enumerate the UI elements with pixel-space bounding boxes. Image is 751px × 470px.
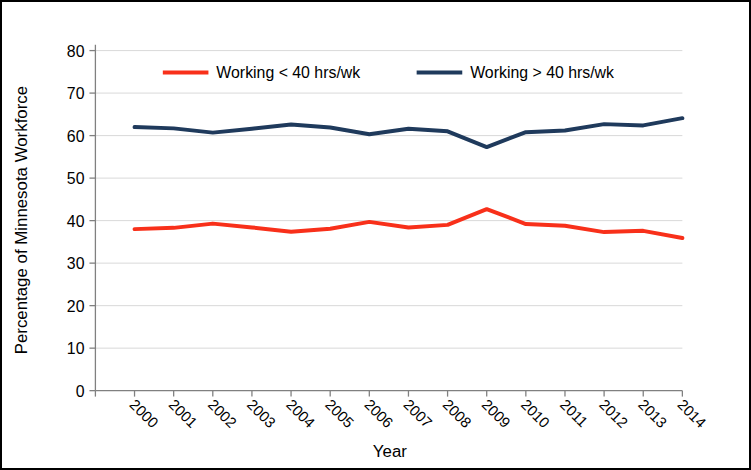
x-tick-label: 2013	[635, 396, 670, 431]
x-tick-label: 2010	[518, 396, 553, 431]
legend-label-under-40: Working < 40 hrs/wk	[216, 64, 360, 81]
x-tick-label: 2007	[400, 396, 435, 431]
x-tick-label: 2003	[244, 396, 279, 431]
y-tick-label: 80	[67, 43, 85, 60]
line-chart: 01020304050607080 2000200120022003200420…	[2, 2, 749, 468]
x-tick-label: 2004	[283, 396, 318, 431]
y-tick-label: 10	[67, 340, 85, 357]
x-tick-label: 2008	[440, 396, 475, 431]
y-axis-tick-labels: 0 10 20 30 40 50 60 70 80	[67, 43, 85, 400]
y-tick-label: 30	[67, 255, 85, 272]
x-axis-tick-labels: 2000200120022003200420052006200720082009…	[126, 396, 708, 431]
x-tick-label: 2006	[361, 396, 396, 431]
x-tick-label: 2000	[126, 396, 161, 431]
x-tick-label: 2012	[596, 396, 631, 431]
y-tick-label: 20	[67, 298, 85, 315]
x-tick-label: 2005	[322, 396, 357, 431]
x-tick-label: 2002	[205, 396, 240, 431]
x-axis-title: Year	[373, 442, 407, 461]
x-tick-label: 2009	[479, 396, 514, 431]
x-tick-label: 2001	[166, 396, 201, 431]
series-line-over-40	[135, 118, 683, 147]
y-tick-label: 70	[67, 85, 85, 102]
y-axis-title: Percentage of Minnesota Workforce	[12, 86, 31, 354]
y-tick-label: 0	[76, 383, 85, 400]
x-tick-label: 2014	[674, 396, 709, 431]
y-tick-label: 60	[67, 128, 85, 145]
series-line-under-40	[135, 209, 683, 238]
y-tick-label: 50	[67, 170, 85, 187]
chart-window: 01020304050607080 2000200120022003200420…	[0, 0, 751, 470]
legend-label-over-40: Working > 40 hrs/wk	[470, 64, 614, 81]
legend: Working < 40 hrs/wk Working > 40 hrs/wk	[163, 64, 614, 81]
y-tick-label: 40	[67, 213, 85, 230]
x-tick-label: 2011	[557, 396, 591, 430]
gridlines	[95, 51, 682, 349]
